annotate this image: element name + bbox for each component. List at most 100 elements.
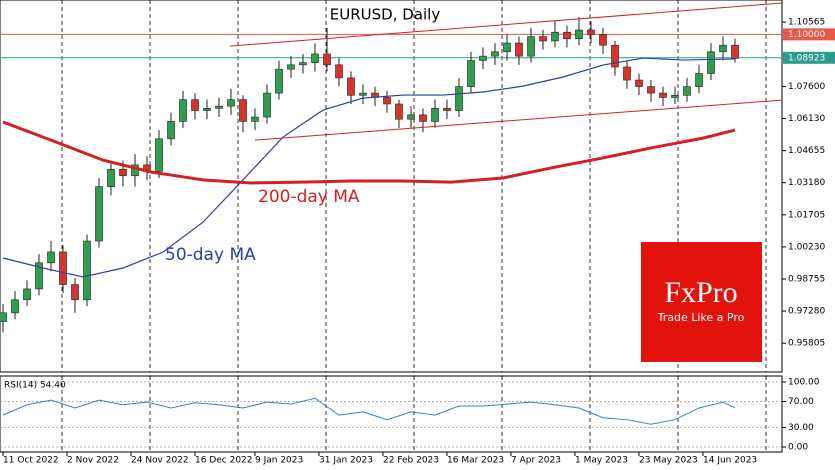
candle-body <box>179 99 187 122</box>
candle-body <box>395 103 403 120</box>
level-label: 1.10000 <box>788 30 825 40</box>
candle-body <box>0 312 7 322</box>
candle-body <box>119 168 127 177</box>
candle-body <box>575 29 583 40</box>
candle-body <box>527 36 535 57</box>
rsi-panel <box>0 375 783 453</box>
candle-body <box>35 262 43 290</box>
candle-body <box>731 44 739 59</box>
x-tick-label: 11 Oct 2022 <box>3 456 59 466</box>
x-tick-label: 9 Jan 2023 <box>255 456 303 466</box>
x-tick-label: 22 Feb 2023 <box>383 456 439 466</box>
candle-body <box>23 288 31 301</box>
candle-body <box>695 73 703 87</box>
candle-body <box>467 60 475 87</box>
candle-body <box>539 36 547 42</box>
candle-body <box>455 86 463 111</box>
candle-body <box>719 44 727 53</box>
moving-average <box>2 120 736 185</box>
y-tick-label: 70.00 <box>788 397 814 407</box>
y-tick-label: 0.95805 <box>788 339 825 349</box>
candle-body <box>323 53 331 66</box>
x-tick-label: 2 Nov 2022 <box>67 456 119 466</box>
candle-body <box>71 284 79 301</box>
candle-body <box>263 92 271 118</box>
moving-average <box>2 57 736 278</box>
candle-body <box>311 53 319 63</box>
candle-body <box>551 31 559 42</box>
x-tick-label: 16 Dec 2022 <box>195 456 253 466</box>
trend-channel <box>229 2 783 47</box>
candle-body <box>491 51 499 57</box>
candle-body <box>431 108 439 122</box>
x-tick-label: 31 Jan 2023 <box>319 456 373 466</box>
candle-body <box>611 44 619 68</box>
level-label: 1.08923 <box>788 53 825 63</box>
x-tick-label: 24 Nov 2022 <box>131 456 189 466</box>
candle-body <box>251 116 259 122</box>
level-label-box <box>783 51 835 64</box>
y-tick-label: 1.03180 <box>788 178 825 188</box>
y-tick-label: 1.10565 <box>788 18 825 28</box>
candle-body <box>587 29 595 35</box>
x-tick-label: 23 May 2023 <box>639 456 698 466</box>
candle-body <box>407 114 415 120</box>
candle-body <box>107 168 115 187</box>
logo-tagline: Trade Like a Pro <box>657 311 745 324</box>
logo-name: FxPro <box>664 276 737 309</box>
candle-body <box>155 138 163 172</box>
candle-body <box>59 251 67 285</box>
y-tick-label: 30.00 <box>788 423 814 433</box>
candle-body <box>359 92 367 96</box>
candle-body <box>83 240 91 301</box>
candle-body <box>671 94 679 98</box>
candle-body <box>623 66 631 81</box>
x-tick-label: 7 Apr 2023 <box>511 456 561 466</box>
level-label-box <box>783 28 835 41</box>
candle-body <box>599 34 607 46</box>
candle-body <box>563 31 571 40</box>
candle-body <box>191 99 199 111</box>
x-tick-label: 16 Mar 2023 <box>447 456 504 466</box>
ma-annotation: 50-day MA <box>165 245 256 265</box>
rsi-title: RSI(14) 54.40 <box>4 381 66 391</box>
y-tick-label: 1.01705 <box>788 210 825 220</box>
candle-body <box>647 86 655 94</box>
y-tick-label: 1.07600 <box>788 82 825 92</box>
candle-body <box>275 68 283 94</box>
candle-body <box>443 108 451 111</box>
y-tick-label: 100.00 <box>788 377 820 387</box>
x-tick-label: 1 May 2023 <box>575 456 628 466</box>
y-tick-label: 0.97280 <box>788 307 825 317</box>
y-tick-label: 0.98755 <box>788 275 825 285</box>
candle-body <box>515 42 523 57</box>
candle-body <box>683 86 691 96</box>
candle-body <box>287 64 295 70</box>
ma-annotation: 200-day MA <box>258 187 360 207</box>
candle-body <box>95 186 103 242</box>
x-tick-label: 14 Jun 2023 <box>703 456 757 466</box>
candle-body <box>239 99 247 122</box>
y-tick-label: 1.06130 <box>788 114 825 124</box>
logo-box <box>641 242 762 362</box>
candle-body <box>707 51 715 74</box>
candle-body <box>299 62 307 66</box>
y-tick-label: 0.00 <box>788 442 808 452</box>
candle-body <box>167 121 175 140</box>
chart-title: EURUSD, Daily <box>330 6 441 24</box>
candle-body <box>347 77 355 96</box>
y-tick-label: 1.04655 <box>788 146 825 156</box>
candle-body <box>383 97 391 105</box>
candle-body <box>419 114 427 122</box>
candle-body <box>215 105 223 109</box>
y-tick-label: 1.00230 <box>788 242 825 252</box>
candle-body <box>335 64 343 79</box>
candle-body <box>503 42 511 53</box>
candle-body <box>479 55 487 61</box>
candle-body <box>635 79 643 87</box>
trend-channel <box>254 99 783 141</box>
candle-body <box>47 251 55 264</box>
rsi-line <box>2 397 736 425</box>
candle-body <box>203 108 211 111</box>
